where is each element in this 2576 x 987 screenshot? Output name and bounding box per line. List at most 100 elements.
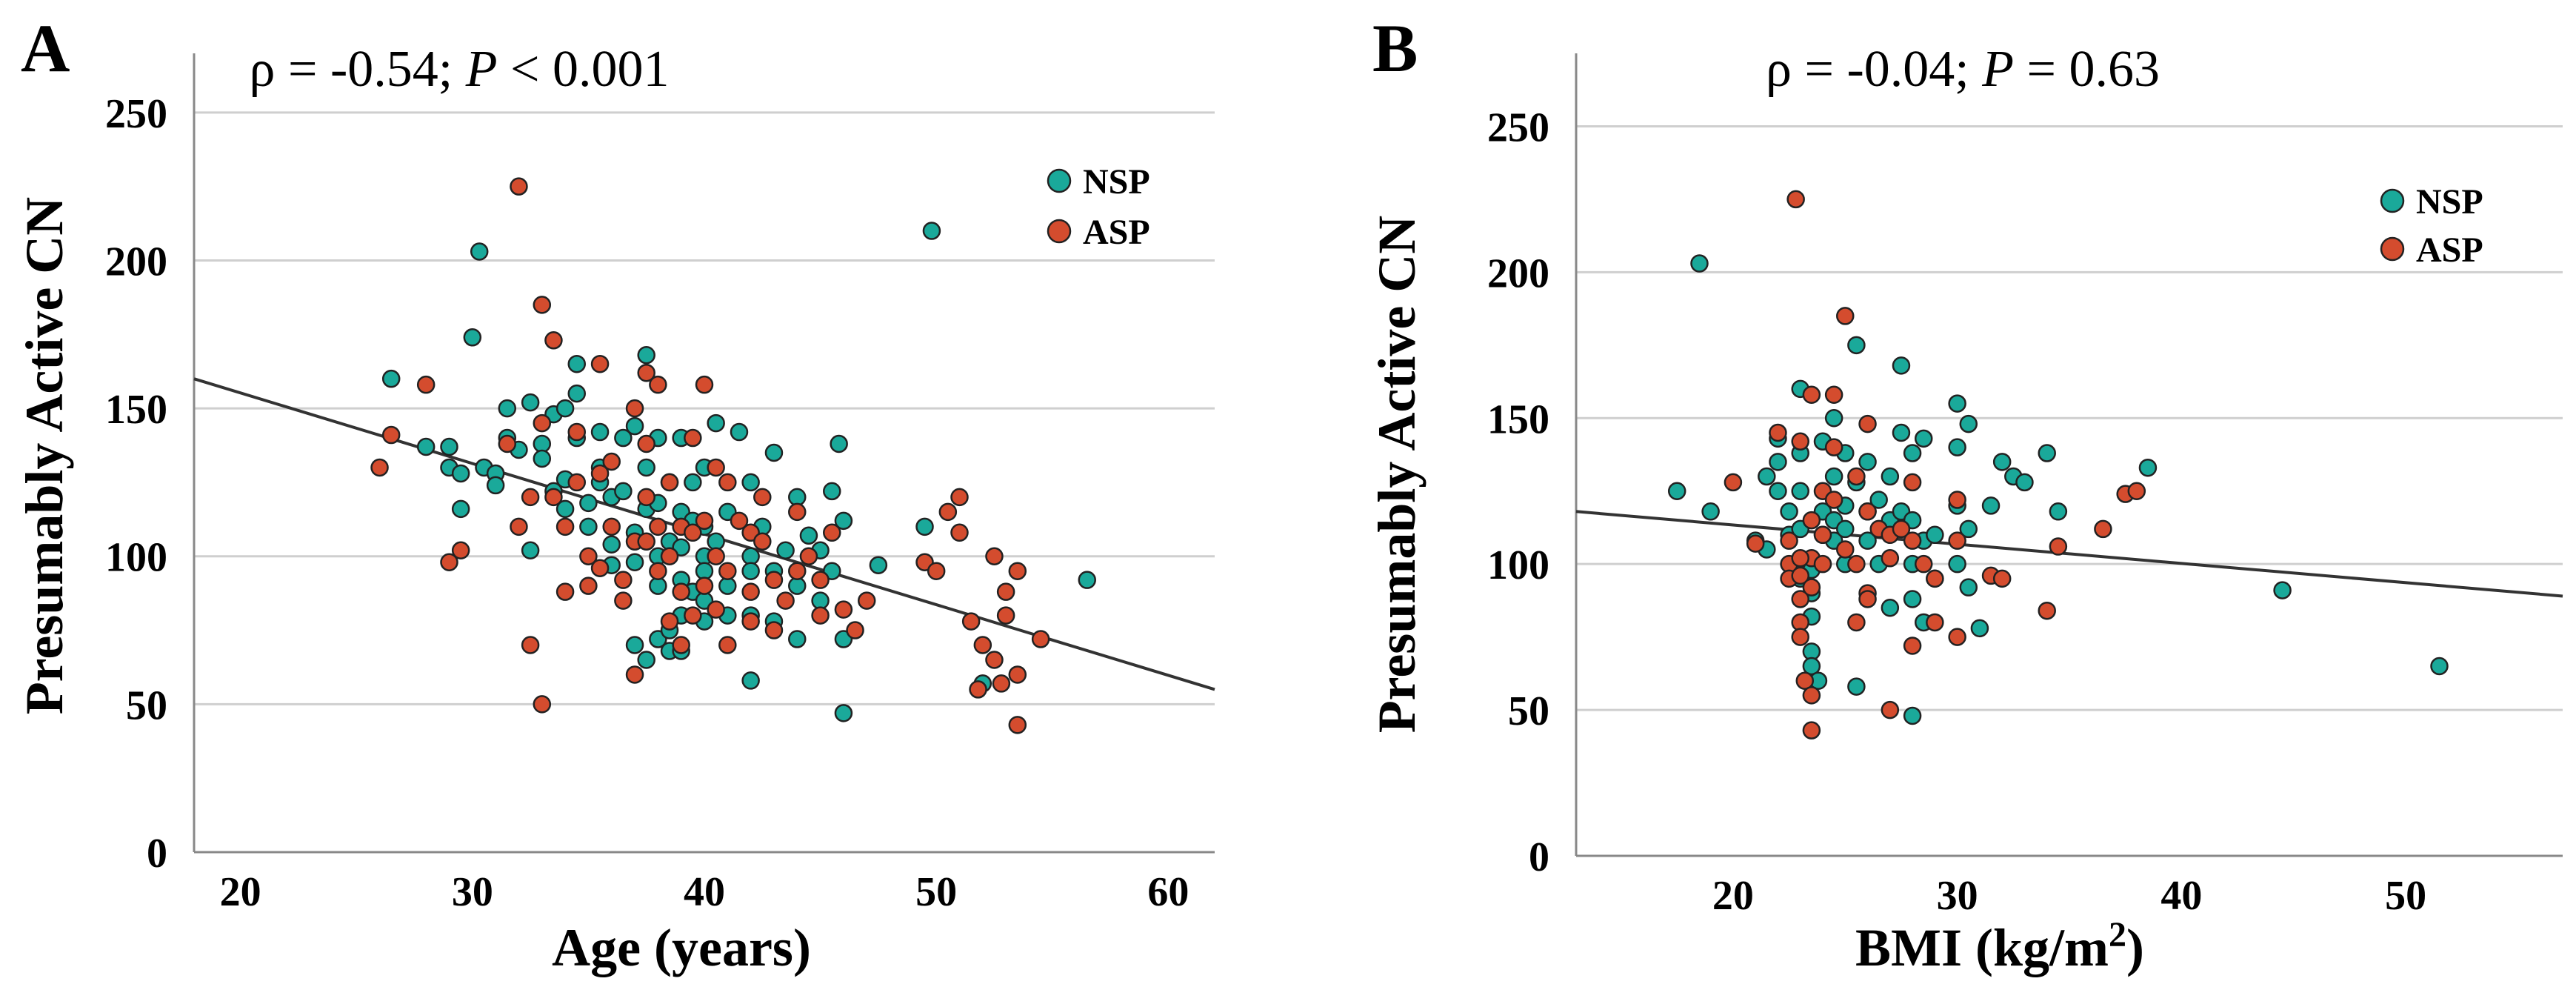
data-point-asp — [660, 612, 679, 631]
data-point-asp — [1847, 554, 1866, 574]
data-point-nsp — [1903, 590, 1922, 608]
data-point-nsp — [718, 576, 737, 595]
x-tick-label: 20 — [220, 869, 261, 915]
data-point-nsp — [741, 547, 760, 565]
data-point-nsp — [684, 473, 702, 492]
data-point-nsp — [823, 482, 841, 501]
data-point-nsp — [1926, 525, 1944, 545]
data-point-asp — [2094, 519, 2112, 539]
panel-b-x-axis-title: BMI (kg/m2) — [1855, 915, 2144, 977]
data-point-nsp — [1858, 453, 1877, 471]
data-point-nsp — [1078, 571, 1096, 589]
data-point-asp — [718, 473, 737, 492]
data-point-asp — [637, 488, 655, 507]
data-point-asp — [695, 576, 714, 595]
data-point-asp — [811, 606, 830, 625]
data-point-asp — [1948, 491, 1966, 509]
data-point-nsp — [1970, 619, 1989, 638]
data-point-asp — [1847, 467, 1866, 486]
panel-a-legend: NSP ASP — [1047, 162, 1150, 252]
panel-a-y-ticks: 0 50 100 150 200 250 — [105, 91, 167, 877]
data-point-nsp — [533, 434, 552, 453]
panel-b-y-ticks: 0 50 100 150 200 250 — [1487, 104, 1549, 880]
data-point-asp — [1926, 613, 1944, 632]
data-point-nsp — [1959, 519, 1978, 539]
data-point-asp — [521, 636, 540, 654]
legend-marker-asp — [2380, 236, 2405, 262]
data-point-asp — [1769, 423, 1787, 442]
data-point-nsp — [1780, 502, 1798, 521]
panel-a-y-axis-title: Presumably Active CN — [15, 197, 74, 715]
data-point-asp — [567, 473, 586, 492]
data-point-asp — [672, 582, 690, 601]
data-point-asp — [1858, 502, 1877, 521]
x-tick-label: 50 — [915, 869, 957, 915]
data-point-nsp — [1948, 438, 1966, 456]
data-point-asp — [1802, 686, 1821, 705]
legend-label-asp: ASP — [1083, 213, 1150, 252]
data-point-nsp — [637, 345, 655, 365]
panel-a-stat-title: ρ = -0.54; P < 0.001 — [250, 41, 670, 98]
data-point-asp — [637, 363, 655, 382]
data-point-asp — [555, 582, 575, 601]
data-point-asp — [753, 532, 772, 551]
data-point-asp — [1858, 414, 1877, 433]
data-point-nsp — [1836, 519, 1855, 539]
data-point-asp — [544, 331, 563, 350]
data-point-nsp — [695, 562, 714, 580]
data-point-nsp — [2049, 502, 2068, 521]
data-point-asp — [602, 452, 621, 471]
data-point-asp — [555, 517, 575, 536]
data-point-asp — [1903, 637, 1922, 655]
data-point-asp — [707, 547, 725, 565]
data-point-asp — [1881, 549, 1900, 568]
panel-b-letter: B — [1372, 10, 1418, 86]
data-point-nsp — [1858, 531, 1877, 550]
data-point-nsp — [764, 443, 784, 462]
panel-a-x-ticks: 20 30 40 50 60 — [220, 869, 1189, 915]
data-point-nsp — [869, 556, 888, 574]
data-point-asp — [1858, 590, 1877, 608]
data-point-asp — [707, 600, 725, 619]
data-point-nsp — [741, 562, 760, 580]
data-point-nsp — [1869, 491, 1888, 509]
data-point-asp — [637, 434, 655, 453]
legend-label-nsp: NSP — [1083, 162, 1150, 202]
data-point-asp — [625, 399, 644, 418]
data-point-asp — [649, 375, 667, 394]
data-point-nsp — [1758, 467, 1776, 486]
data-point-nsp — [730, 422, 749, 442]
y-tick-label: 0 — [1529, 834, 1549, 880]
data-point-asp — [1892, 519, 1911, 539]
data-point-asp — [1791, 566, 1809, 585]
data-point-asp — [996, 606, 1015, 625]
data-point-asp — [649, 517, 667, 536]
x-tick-label: 40 — [2160, 873, 2202, 919]
panel-b-stat-title: ρ = -0.04; P = 0.63 — [1766, 41, 2160, 98]
data-point-asp — [969, 680, 987, 699]
data-point-asp — [590, 354, 610, 373]
data-point-asp — [985, 651, 1004, 669]
data-point-nsp — [788, 576, 807, 595]
data-point-nsp — [521, 393, 540, 412]
y-tick-label: 50 — [126, 682, 167, 728]
data-point-nsp — [1959, 578, 1978, 596]
data-point-asp — [1903, 473, 1922, 492]
data-point-asp — [1824, 491, 1843, 509]
data-point-asp — [2127, 482, 2146, 500]
panel-a-points — [370, 177, 1096, 734]
legend-label-asp: ASP — [2416, 230, 2483, 270]
data-point-asp — [440, 553, 458, 571]
x-tick-label: 20 — [1712, 873, 1754, 919]
data-point-asp — [846, 621, 864, 639]
data-point-asp — [1802, 511, 1821, 530]
data-point-nsp — [637, 651, 655, 669]
data-point-nsp — [498, 399, 517, 418]
data-point-nsp — [579, 494, 598, 513]
data-point-asp — [695, 511, 714, 531]
x-tick-label: 30 — [452, 869, 493, 915]
data-point-nsp — [1881, 599, 1900, 617]
data-point-nsp — [788, 488, 807, 507]
data-point-nsp — [834, 511, 853, 531]
